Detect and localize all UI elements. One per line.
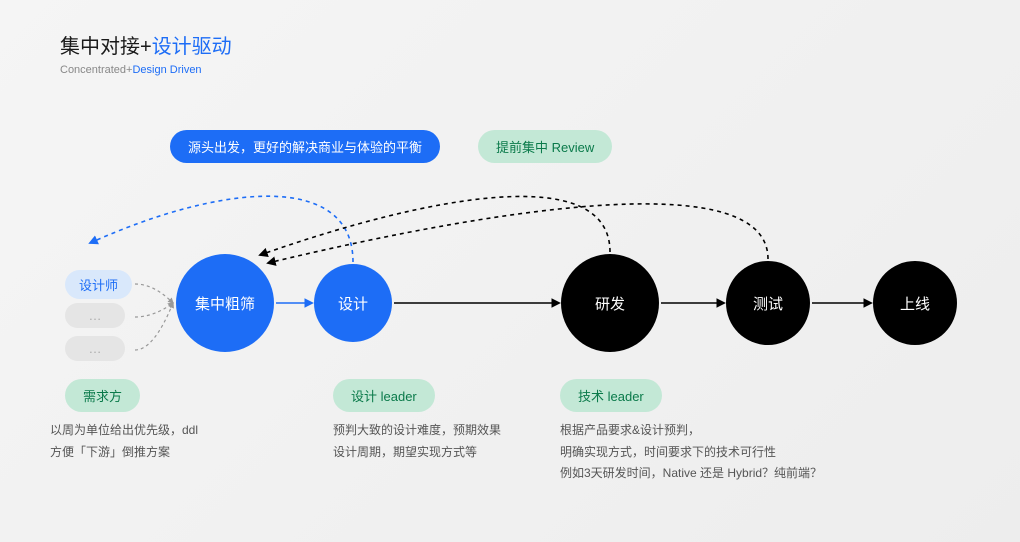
description-line: 方便「下游」倒推方案: [50, 442, 198, 464]
description-line: 以周为单位给出优先级，ddl: [50, 420, 198, 442]
description-2: 根据产品要求&设计预判，明确实现方式，时间要求下的技术可行性例如3天研发时间，N…: [560, 420, 822, 485]
flow-node-0: 集中粗筛: [176, 254, 274, 352]
description-line: 例如3天研发时间，Native 还是 Hybrid？纯前端？: [560, 463, 822, 485]
description-line: 根据产品要求&设计预判，: [560, 420, 822, 442]
flow-node-3: 测试: [726, 261, 810, 345]
title-main-black: 集中对接+: [60, 36, 152, 58]
title-block: 集中对接+设计驱动 Concentrated+Design Driven: [60, 30, 232, 76]
role-pill-2: 技术 leader: [560, 379, 662, 412]
flow-node-1: 设计: [314, 264, 392, 342]
flow-node-4: 上线: [873, 261, 957, 345]
description-0: 以周为单位给出优先级，ddl方便「下游」倒推方案: [50, 420, 198, 463]
left-stack-item-1: …: [65, 303, 125, 328]
pill-top-right: 提前集中 Review: [478, 130, 612, 163]
description-1: 预判大致的设计难度，预期效果设计周期，期望实现方式等: [333, 420, 501, 463]
description-line: 预判大致的设计难度，预期效果: [333, 420, 501, 442]
description-line: 设计周期，期望实现方式等: [333, 442, 501, 464]
title-sub-black: Concentrated+: [60, 64, 132, 76]
title-main-blue: 设计驱动: [152, 36, 232, 58]
role-pill-1: 设计 leader: [333, 379, 435, 412]
description-line: 明确实现方式，时间要求下的技术可行性: [560, 442, 822, 464]
flow-node-2: 研发: [561, 254, 659, 352]
left-stack-item-2: …: [65, 336, 125, 361]
left-stack-item-0: 设计师: [65, 270, 132, 299]
title-sub-blue: Design Driven: [132, 64, 201, 76]
role-pill-0: 需求方: [65, 379, 140, 412]
title-main: 集中对接+设计驱动: [60, 30, 232, 59]
title-sub: Concentrated+Design Driven: [60, 64, 232, 76]
pill-top-left: 源头出发，更好的解决商业与体验的平衡: [170, 130, 440, 163]
